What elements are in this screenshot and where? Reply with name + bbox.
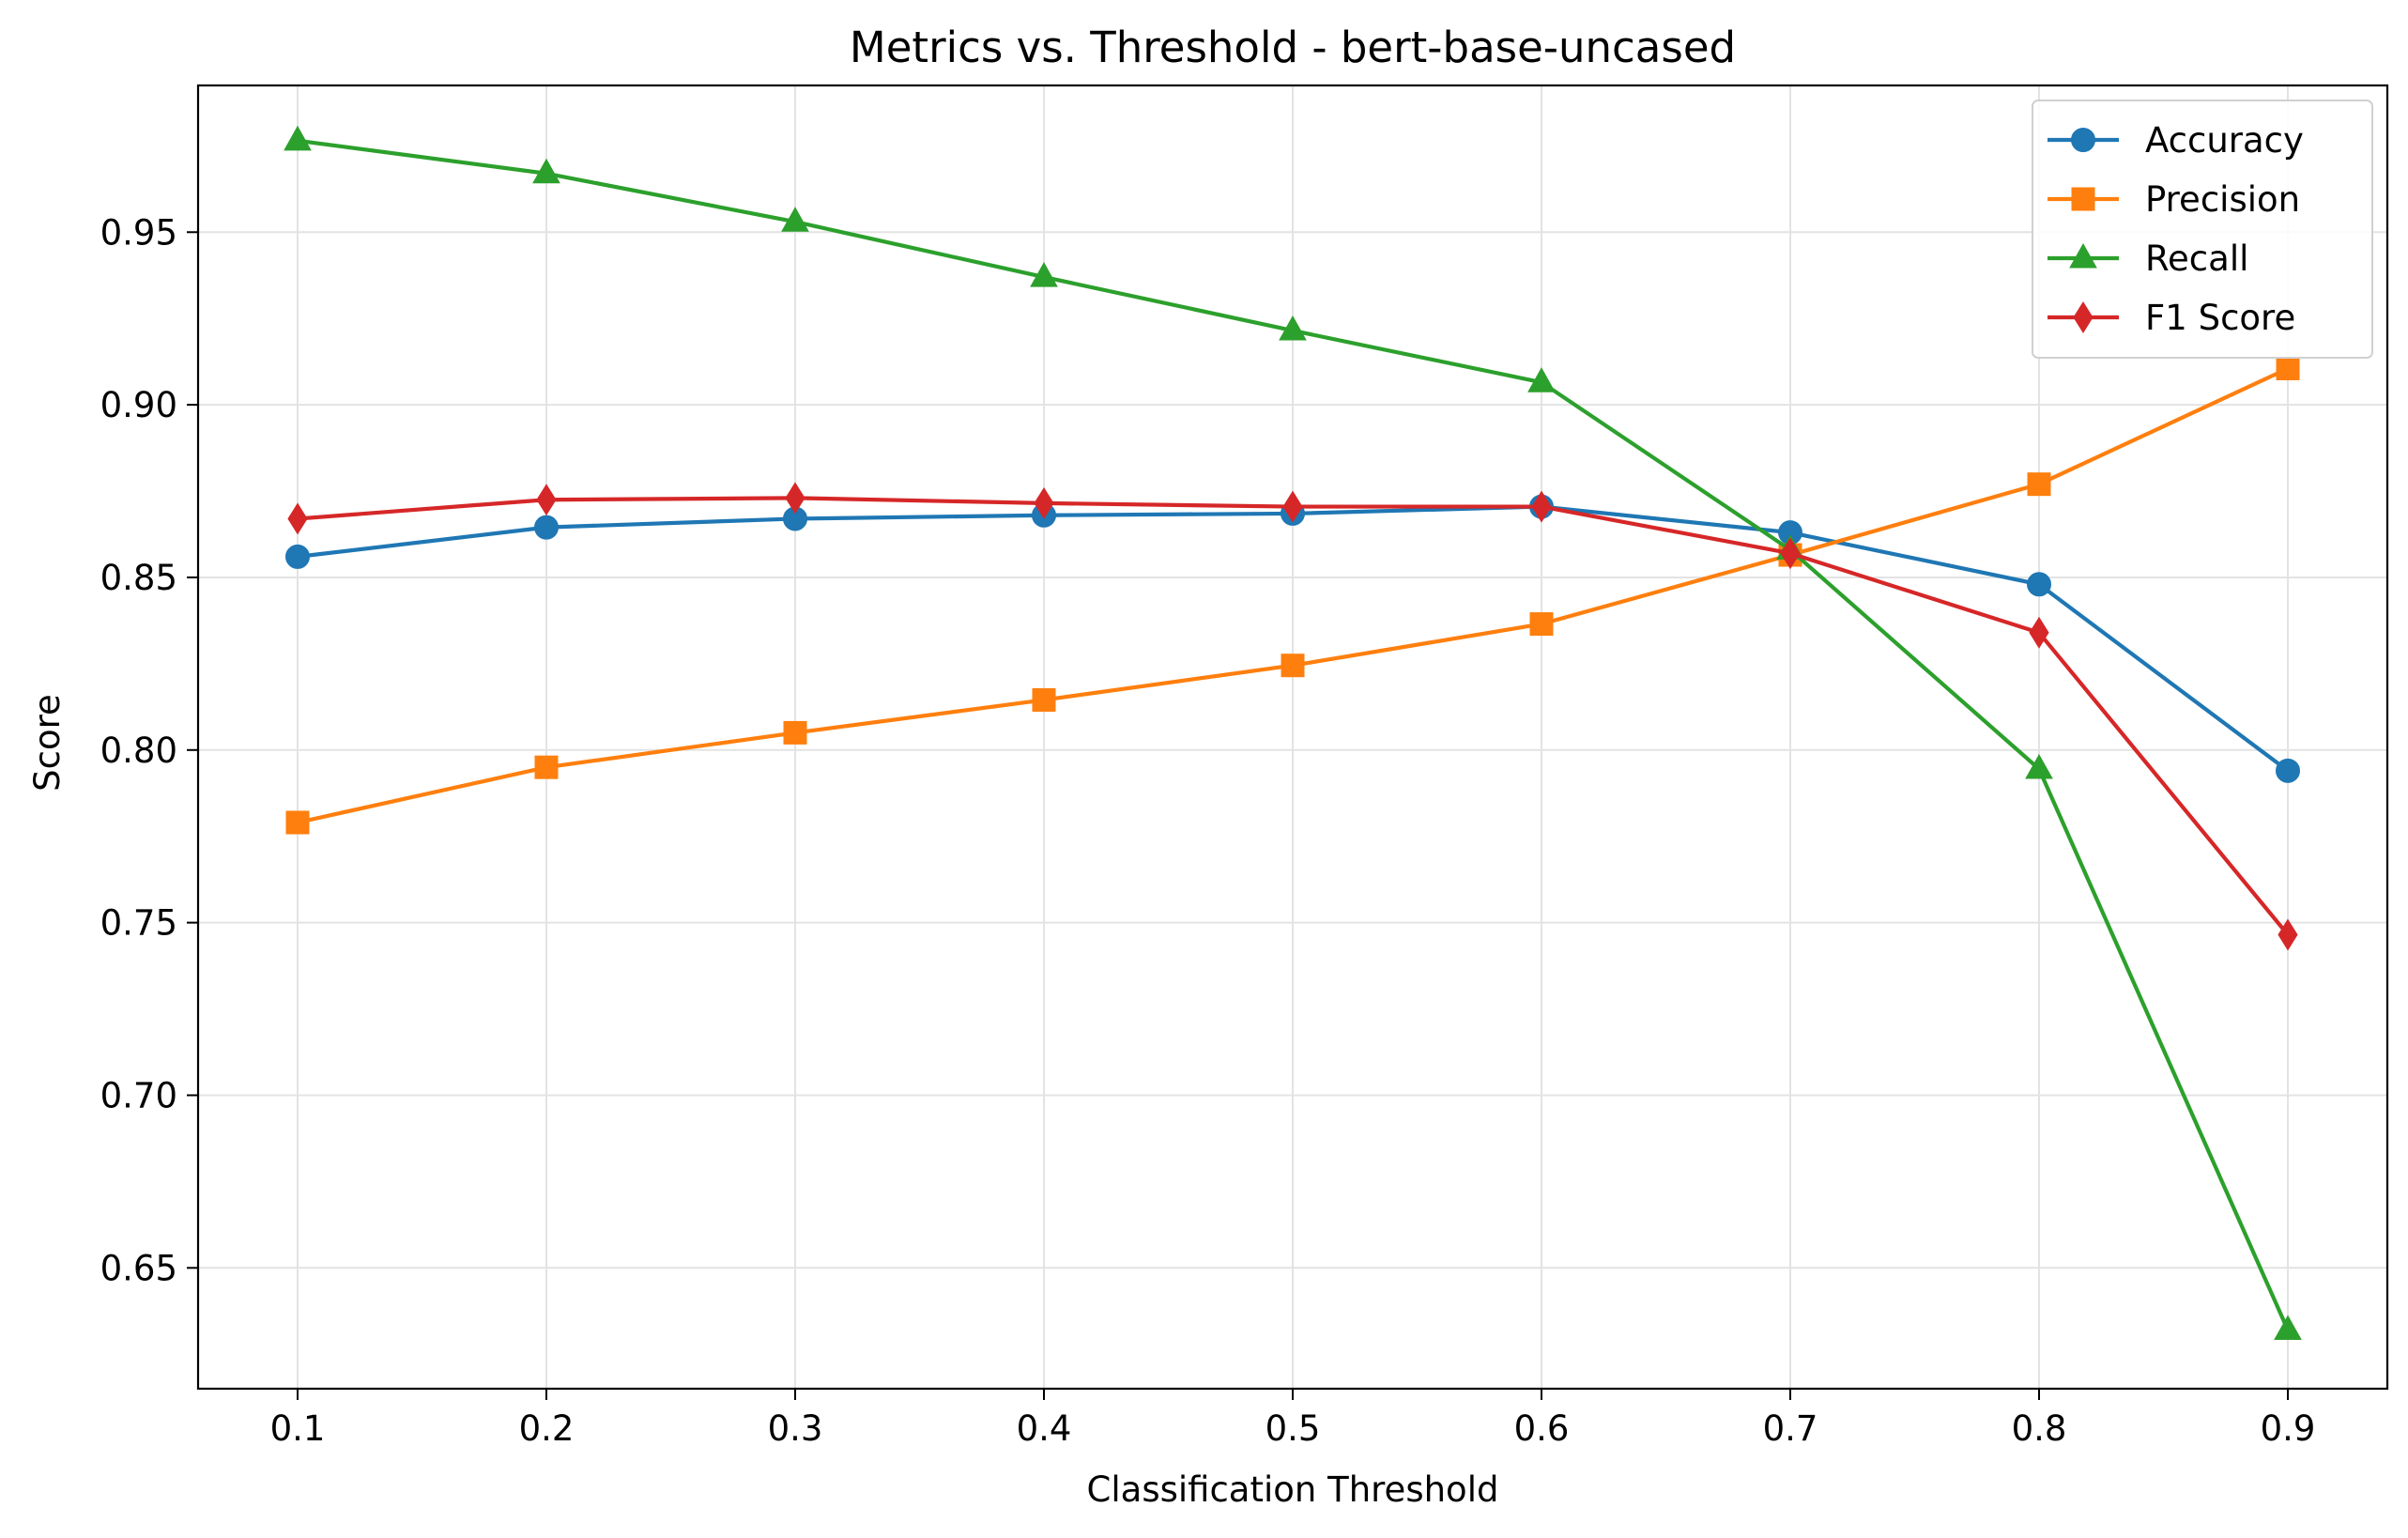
x-tick-label-0.1: 0.1 — [270, 1408, 326, 1449]
legend-item-accuracy: Accuracy — [2048, 120, 2304, 161]
data-point-accuracy-0.1 — [285, 544, 310, 569]
legend-marker-accuracy — [2071, 128, 2095, 152]
x-tick-label-0.2: 0.2 — [519, 1408, 575, 1449]
data-point-recall-0.3 — [781, 207, 809, 232]
chart-title: Metrics vs. Threshold - bert-base-uncase… — [850, 23, 1736, 72]
x-tick-label-0.7: 0.7 — [1763, 1408, 1818, 1449]
y-axis-label: Score — [27, 694, 68, 792]
series-f1-score — [287, 482, 2298, 951]
x-tick-label-0.9: 0.9 — [2261, 1408, 2316, 1449]
x-tick-label-0.6: 0.6 — [1514, 1408, 1570, 1449]
data-point-f1-score-0.4 — [1034, 486, 1054, 519]
data-point-f1-score-0.8 — [2029, 616, 2049, 649]
data-point-f1-score-0.9 — [2278, 918, 2298, 951]
x-tick-label-0.3: 0.3 — [768, 1408, 823, 1449]
legend-label-recall: Recall — [2145, 238, 2248, 279]
data-point-recall-0.9 — [2274, 1315, 2302, 1340]
data-point-accuracy-0.8 — [2027, 572, 2051, 597]
data-point-f1-score-0.5 — [1282, 490, 1303, 523]
data-point-f1-score-0.6 — [1531, 490, 1552, 523]
legend-marker-recall — [2069, 242, 2097, 269]
legend-box — [2032, 100, 2373, 359]
x-axis-label: Classification Threshold — [1087, 1469, 1499, 1510]
data-point-recall-0.8 — [2025, 753, 2053, 779]
y-axis-ticks: 0.65 0.70 0.75 0.80 0.85 0.90 0.95 — [100, 212, 198, 1288]
data-point-precision-0.8 — [2027, 472, 2051, 497]
x-tick-label-0.8: 0.8 — [2012, 1408, 2067, 1449]
x-tick-label-0.4: 0.4 — [1017, 1408, 1072, 1449]
legend: Accuracy Precision Recall F1 Score — [2032, 100, 2373, 359]
y-tick-label-0.80: 0.80 — [100, 731, 177, 771]
x-axis-ticks: 0.1 0.2 0.3 0.4 0.5 0.6 0.7 0.8 0.9 — [270, 1389, 2316, 1449]
data-point-recall-0.6 — [1527, 367, 1556, 392]
data-point-accuracy-0.2 — [534, 515, 559, 540]
data-point-f1-score-0.7 — [1780, 537, 1801, 570]
y-tick-label-0.70: 0.70 — [100, 1075, 177, 1115]
data-point-precision-0.3 — [783, 720, 807, 745]
legend-label-f1-score: F1 Score — [2145, 298, 2295, 338]
data-point-precision-0.2 — [534, 755, 559, 779]
data-point-f1-score-0.3 — [785, 482, 805, 515]
legend-label-accuracy: Accuracy — [2145, 120, 2304, 161]
data-point-recall-0.4 — [1030, 262, 1058, 287]
legend-marker-precision — [2071, 187, 2095, 211]
data-point-precision-0.4 — [1032, 687, 1056, 712]
y-tick-label-0.65: 0.65 — [100, 1248, 177, 1288]
data-point-precision-0.5 — [1281, 654, 1305, 678]
data-point-precision-0.6 — [1529, 612, 1554, 637]
data-point-f1-score-0.1 — [287, 502, 308, 535]
data-point-accuracy-0.9 — [2276, 758, 2300, 783]
data-point-recall-0.1 — [284, 125, 312, 151]
legend-item-recall: Recall — [2048, 238, 2248, 279]
legend-item-f1-score: F1 Score — [2048, 298, 2295, 338]
y-tick-label-0.90: 0.90 — [100, 385, 177, 425]
series-lines — [284, 125, 2302, 1340]
legend-marker-f1-score — [2073, 301, 2094, 333]
legend-item-precision: Precision — [2048, 179, 2300, 220]
data-point-recall-0.5 — [1279, 315, 1307, 341]
data-point-precision-0.1 — [285, 810, 310, 835]
data-point-f1-score-0.2 — [536, 484, 557, 516]
legend-label-precision: Precision — [2145, 179, 2300, 220]
y-tick-label-0.95: 0.95 — [100, 212, 177, 253]
y-tick-label-0.75: 0.75 — [100, 903, 177, 944]
y-tick-label-0.85: 0.85 — [100, 558, 177, 598]
x-tick-label-0.5: 0.5 — [1265, 1408, 1321, 1449]
data-point-precision-0.9 — [2276, 356, 2300, 380]
data-point-recall-0.2 — [532, 158, 560, 184]
